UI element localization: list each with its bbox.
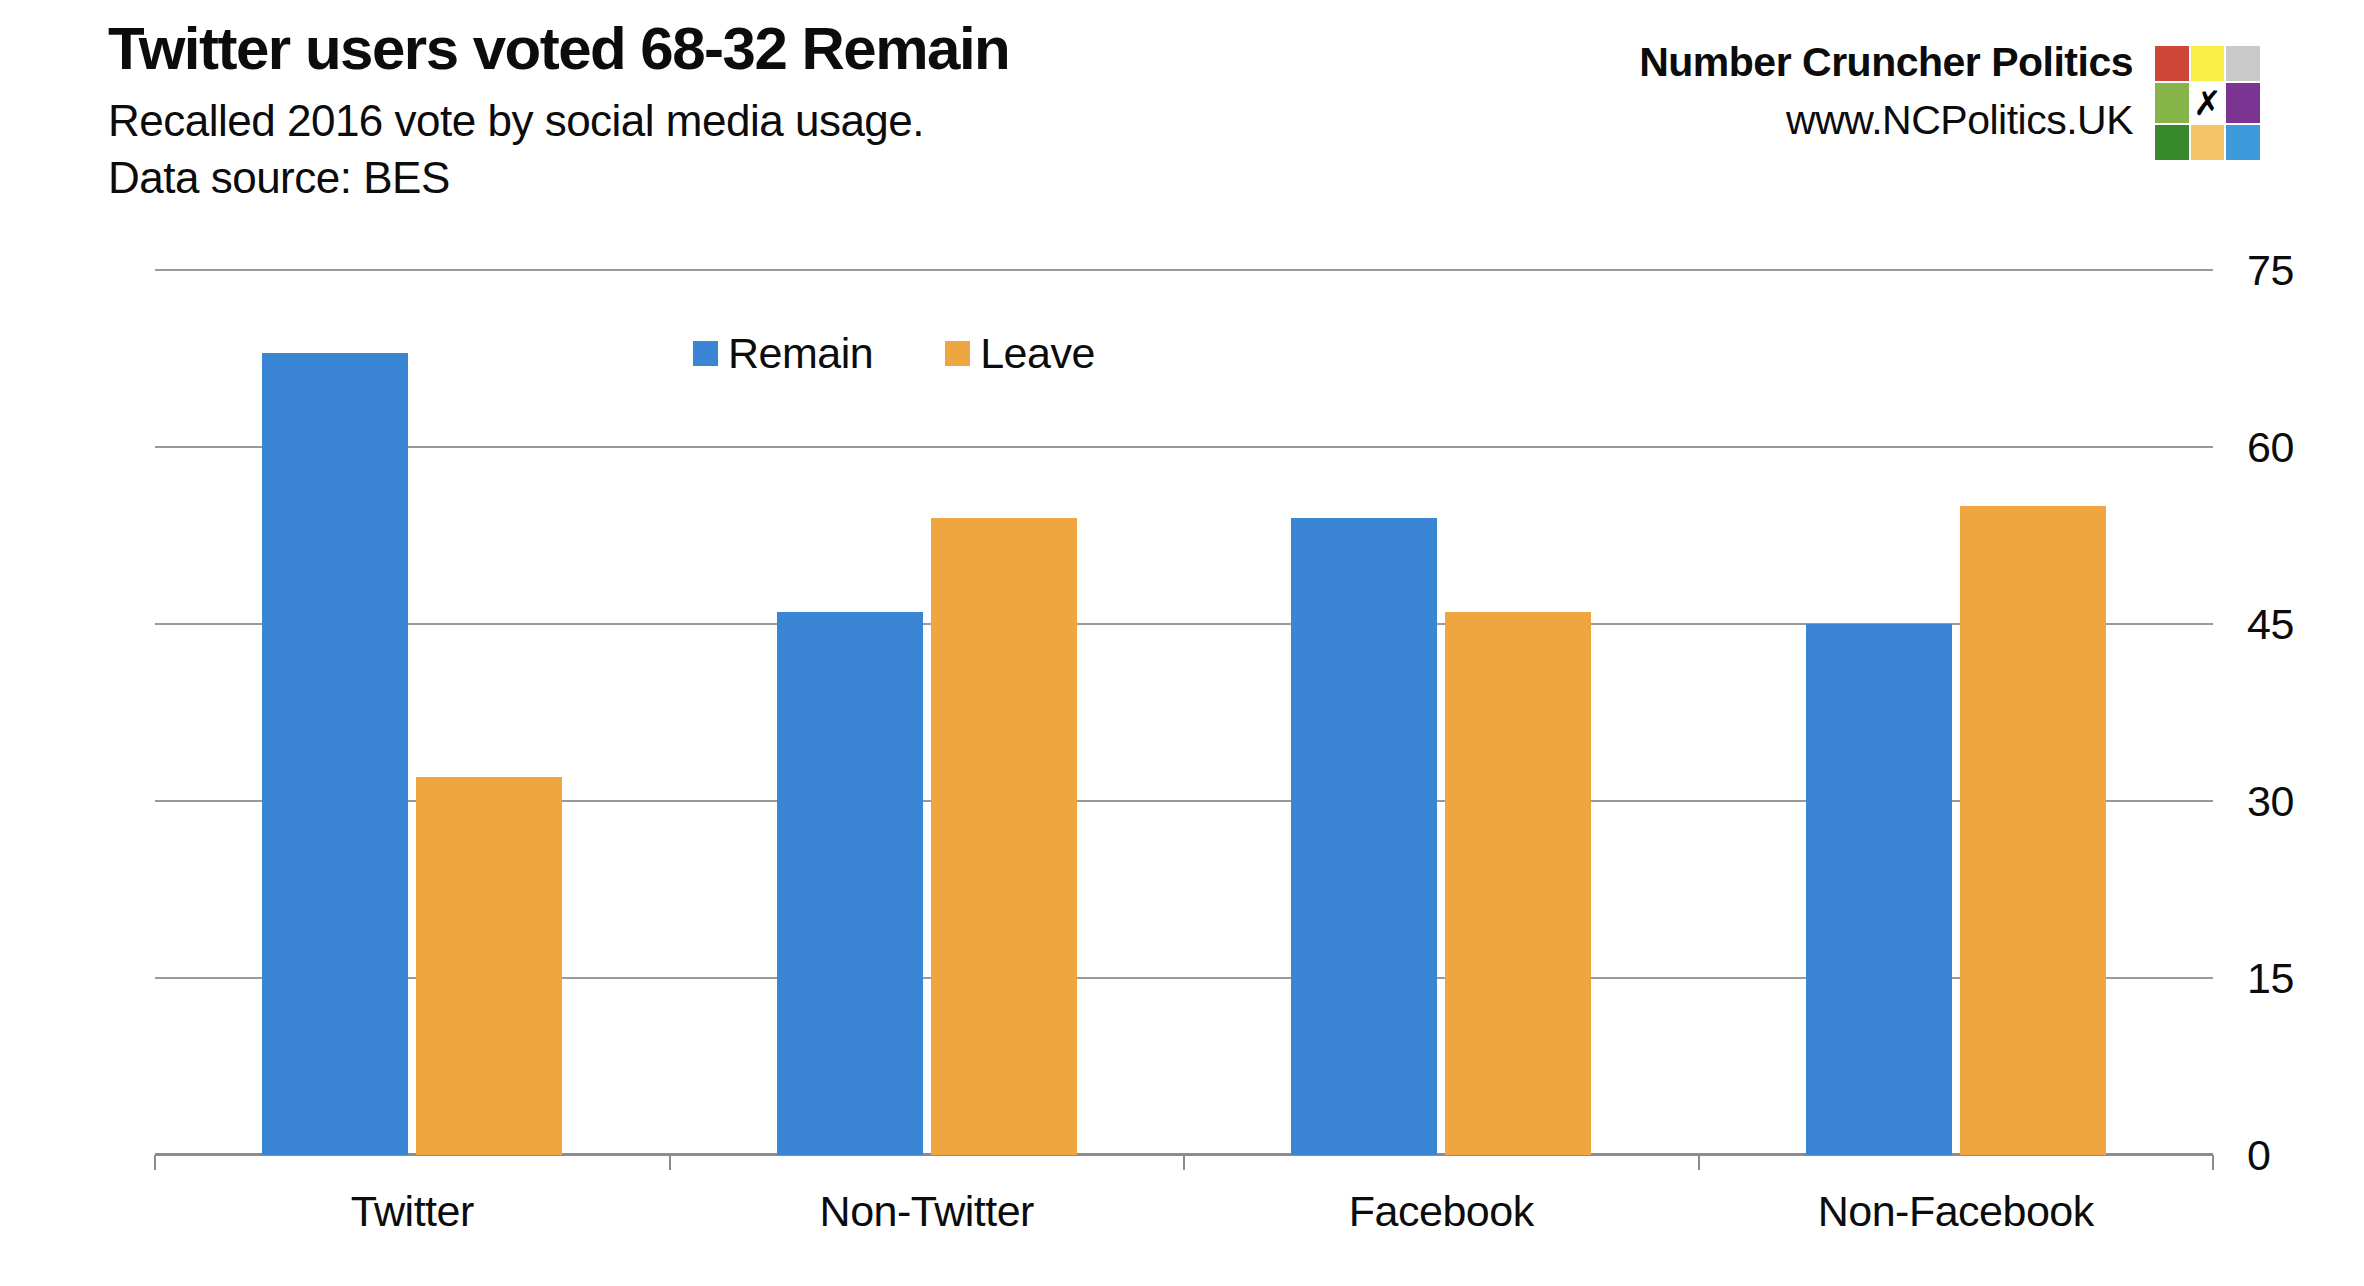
logo-cell-4: ✗ <box>2191 83 2225 123</box>
legend-item-leave: Leave <box>945 332 1095 375</box>
data-source-note: Data source: BES <box>108 153 1009 204</box>
x-axis-tick-4 <box>2212 1155 2214 1170</box>
brand-text: Number Cruncher Politics www.NCPolitics.… <box>1639 42 2133 141</box>
logo-cell-0 <box>2155 46 2189 81</box>
gridline-75 <box>155 269 2213 271</box>
x-axis-label-non-twitter: Non-Twitter <box>697 1187 1157 1236</box>
plot-area: Remain Leave 01530456075TwitterNon-Twitt… <box>155 270 2213 1155</box>
bar-facebook-remain <box>1291 518 1437 1155</box>
y-axis-label-30: 30 <box>2247 777 2294 826</box>
bar-non-twitter-remain <box>777 612 923 1155</box>
x-axis-label-twitter: Twitter <box>182 1187 642 1236</box>
chart-legend: Remain Leave <box>693 332 1167 375</box>
gridline-60 <box>155 446 2213 448</box>
brand-url: www.NCPolitics.UK <box>1639 100 2133 141</box>
y-axis-label-45: 45 <box>2247 600 2294 649</box>
y-axis-label-0: 0 <box>2247 1131 2270 1180</box>
brand-name: Number Cruncher Politics <box>1639 42 2133 83</box>
logo-cell-3 <box>2155 83 2189 123</box>
y-axis-label-75: 75 <box>2247 246 2294 295</box>
chart-subtitle: Recalled 2016 vote by social media usage… <box>108 96 1009 147</box>
logo-ballot-x-icon: ✗ <box>2193 83 2222 123</box>
y-axis-label-60: 60 <box>2247 423 2294 472</box>
page-title: Twitter users voted 68-32 Remain <box>108 16 1009 82</box>
x-axis-tick-0 <box>154 1155 156 1170</box>
x-axis-tick-1 <box>669 1155 671 1170</box>
y-axis-label-15: 15 <box>2247 954 2294 1003</box>
x-axis-tick-3 <box>1698 1155 1700 1170</box>
bar-facebook-leave <box>1445 612 1591 1155</box>
bar-twitter-leave <box>416 777 562 1155</box>
logo-cell-8 <box>2226 125 2260 160</box>
logo-cell-7 <box>2191 125 2225 160</box>
logo-cell-5 <box>2226 83 2260 123</box>
x-axis-label-facebook: Facebook <box>1211 1187 1671 1236</box>
bar-twitter-remain <box>262 353 408 1155</box>
chart-canvas: Twitter users voted 68-32 Remain Recalle… <box>0 0 2364 1286</box>
legend-label-leave: Leave <box>980 332 1095 375</box>
brand-block: Number Cruncher Politics www.NCPolitics.… <box>1639 42 2260 160</box>
logo-cell-2 <box>2226 46 2260 81</box>
x-axis-label-non-facebook: Non-Facebook <box>1726 1187 2186 1236</box>
legend-label-remain: Remain <box>728 332 873 375</box>
bar-non-facebook-remain <box>1806 624 1952 1155</box>
logo-cell-1 <box>2191 46 2225 81</box>
legend-item-remain: Remain <box>693 332 873 375</box>
leave-swatch-icon <box>945 341 970 366</box>
bar-non-twitter-leave <box>931 518 1077 1155</box>
x-axis-tick-2 <box>1183 1155 1185 1170</box>
remain-swatch-icon <box>693 341 718 366</box>
logo-cell-6 <box>2155 125 2189 160</box>
ncp-logo-icon: ✗ <box>2155 46 2260 160</box>
header-block: Twitter users voted 68-32 Remain Recalle… <box>108 16 1009 203</box>
bar-non-facebook-leave <box>1960 506 2106 1155</box>
